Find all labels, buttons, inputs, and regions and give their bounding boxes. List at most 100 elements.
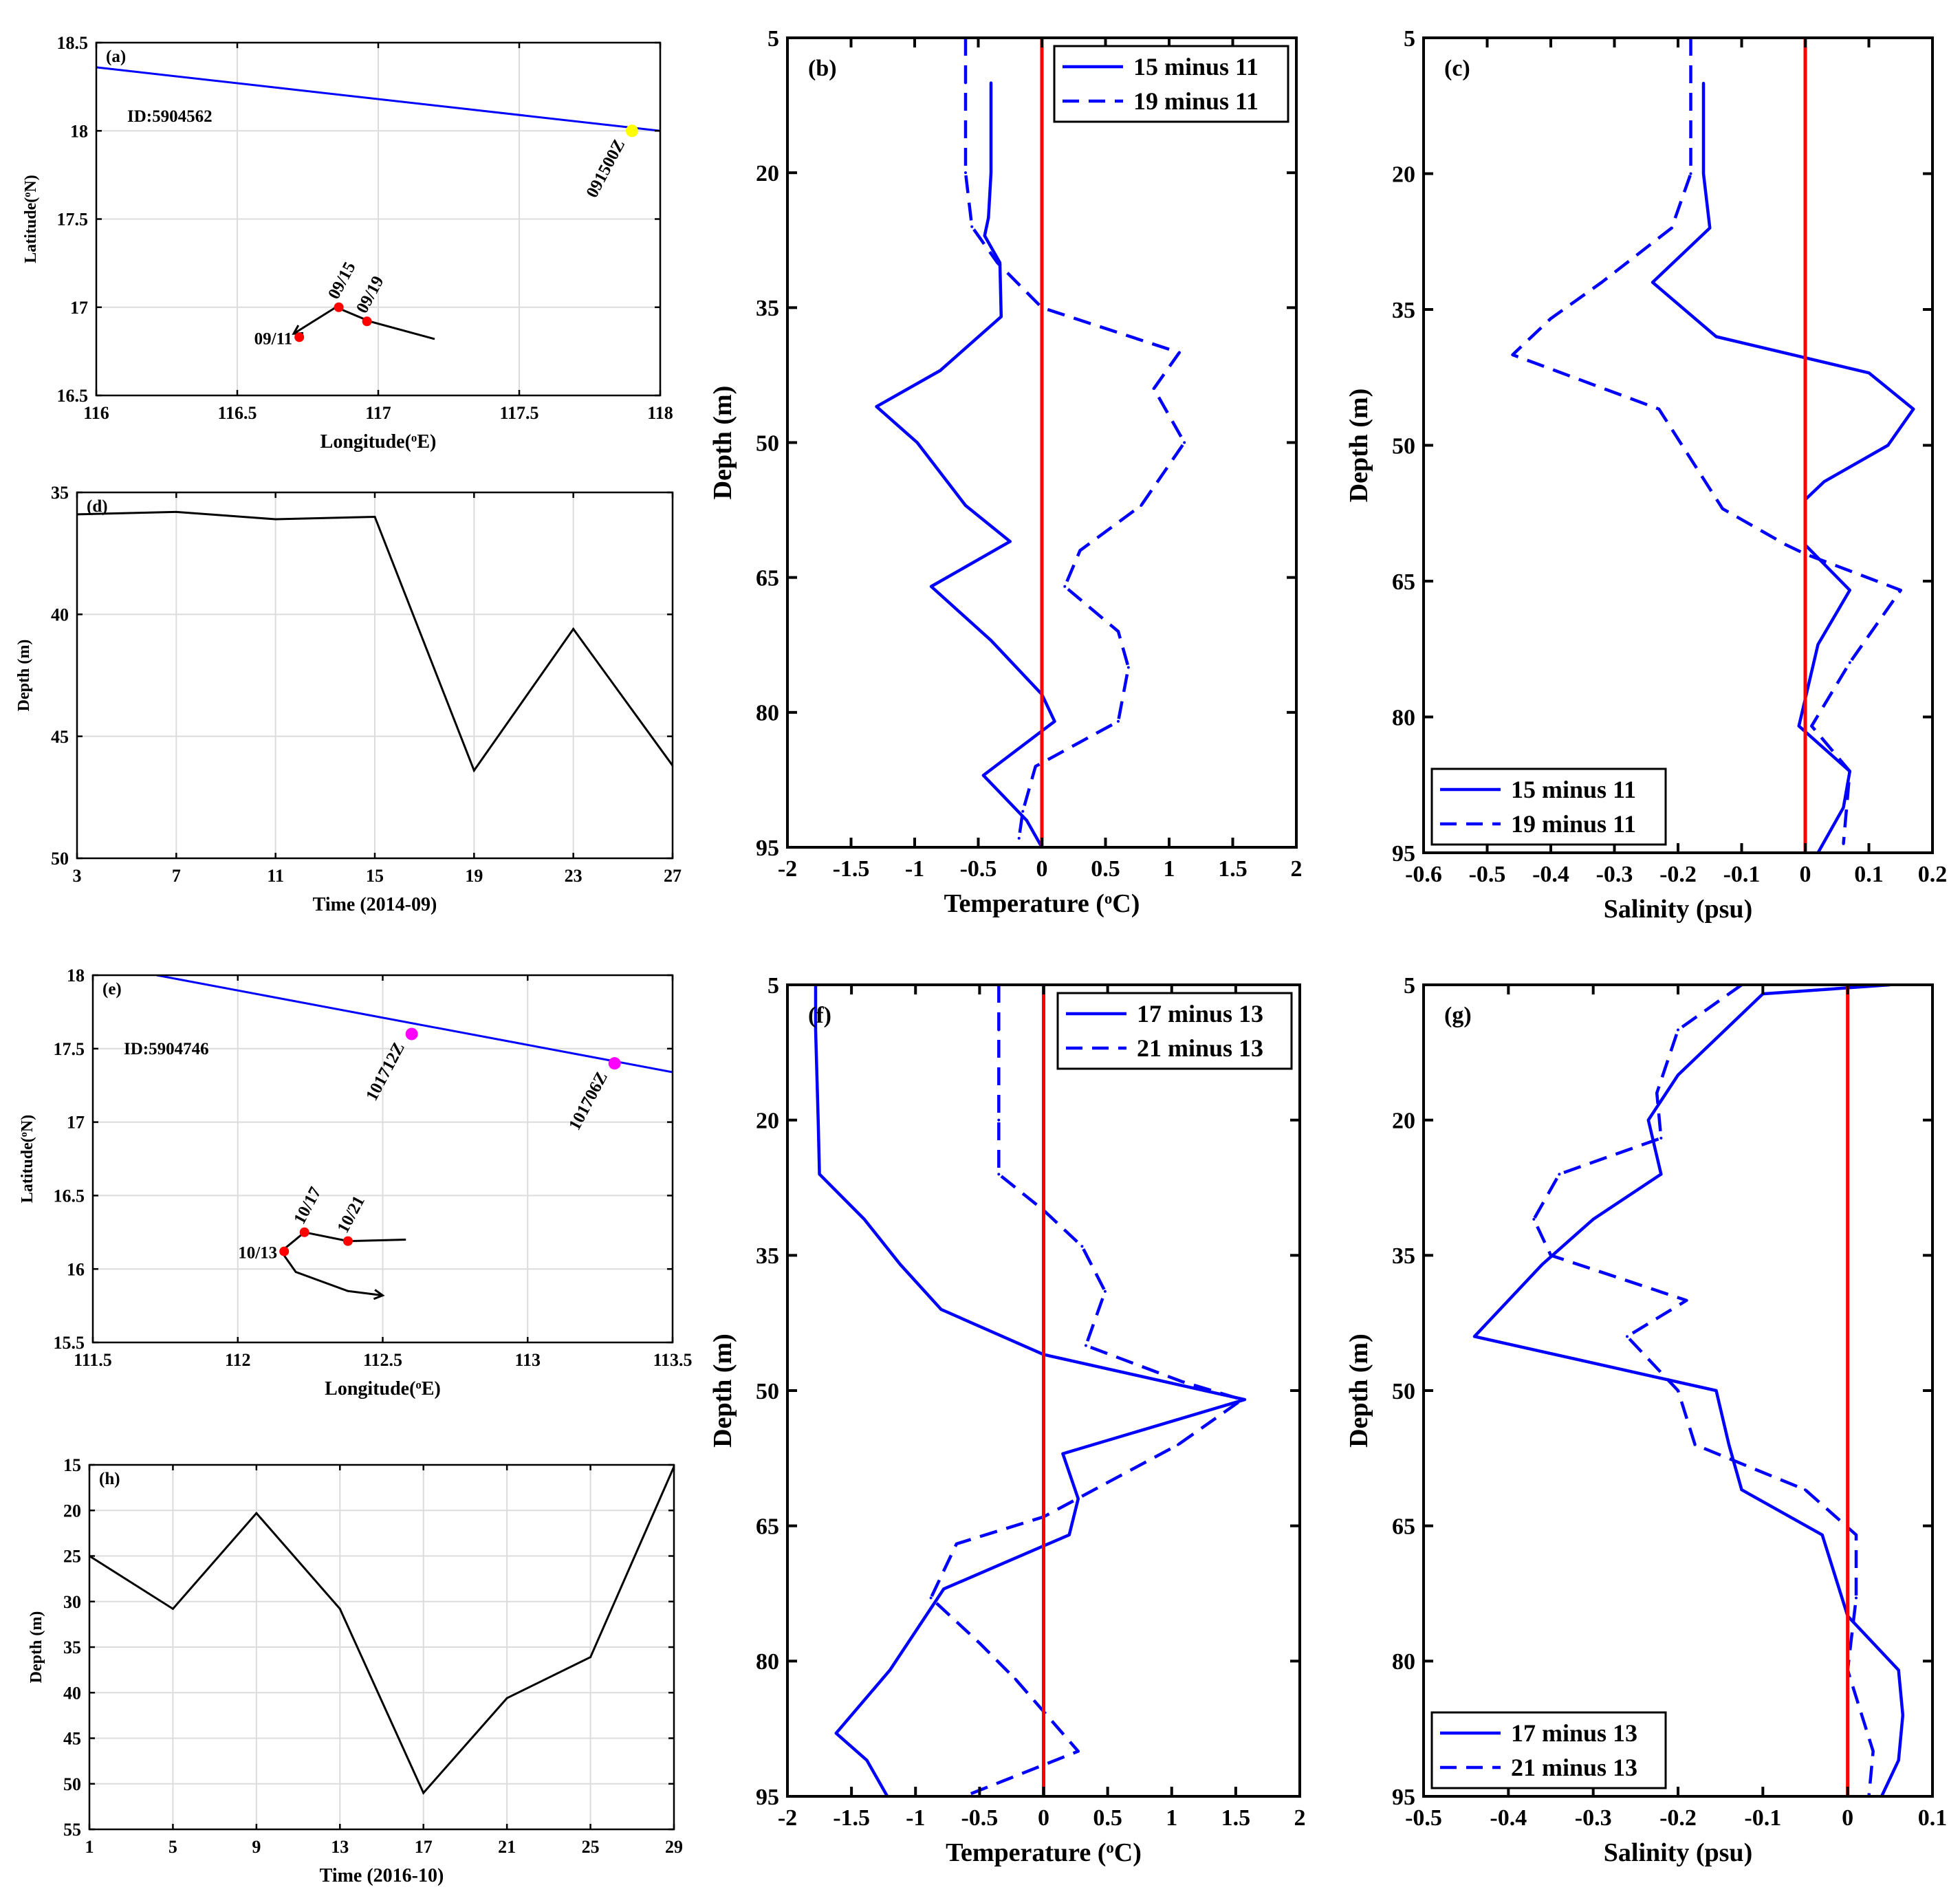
panel-d: 3 7 11 15 19 23 27 35 40 45 50 Time (2014-09) Depth …: [15, 483, 682, 915]
y-tick-label: 15.5: [54, 1333, 85, 1353]
marker-label: 10/13: [238, 1244, 277, 1263]
y-axis-label: Latitude(oN): [22, 175, 40, 263]
y-tick-label: 45: [63, 1729, 81, 1749]
y-tick-label: 16: [67, 1259, 85, 1279]
x-tick-label: -1: [906, 1805, 925, 1831]
data-point: [1014, 1677, 1017, 1681]
data-point: [1797, 724, 1800, 728]
data-point: [1702, 172, 1705, 175]
plot-content: [156, 975, 673, 1300]
y-tick-label: 20: [1392, 162, 1415, 187]
x-tick-label: 5: [168, 1837, 177, 1857]
panel-tag: (d): [87, 497, 108, 516]
panel-f: -2 -1.5 -1 -0.5 0 0.5 1 1.5 2 5 20 35 50 65 80 95 Temper…: [708, 973, 1306, 1867]
marker-091500Z: [626, 124, 638, 138]
x-tick-label: 11: [267, 866, 284, 886]
legend-entry: 15 minus 11: [1511, 776, 1636, 803]
series-line-21-minus-13: [1532, 985, 1875, 1796]
data-point: [1558, 1173, 1561, 1176]
y-tick-label: 16.5: [57, 386, 89, 406]
data-point: [1152, 387, 1155, 391]
x-tick-label: 23: [565, 866, 582, 886]
legend-entry: 17 minus 13: [1137, 1000, 1263, 1027]
data-point: [338, 1607, 341, 1610]
data-point: [964, 504, 967, 508]
data-point: [1549, 317, 1552, 320]
data-point: [1855, 1533, 1858, 1536]
data-point: [915, 441, 919, 444]
data-point: [1848, 589, 1851, 592]
x-tick-label: 2: [1291, 856, 1303, 882]
data-point: [1591, 1217, 1595, 1221]
transect-line: [156, 975, 673, 1074]
panel-tag: (e): [102, 980, 122, 999]
panel-tag: (h): [99, 1470, 120, 1488]
data-point: [1842, 842, 1845, 845]
float-id-label: ID:5904746: [124, 1040, 209, 1058]
data-point: [1912, 407, 1915, 411]
data-point: [1670, 226, 1673, 230]
x-tick-label: 21: [498, 1837, 516, 1857]
data-point: [1078, 549, 1082, 552]
legend-box: [1430, 1711, 1667, 1789]
data-point: [834, 1732, 838, 1735]
data-point: [997, 1028, 1001, 1032]
plot-content: [96, 66, 660, 342]
data-point: [997, 1118, 1001, 1122]
y-tick-label: 80: [756, 1649, 779, 1675]
data-point: [1810, 724, 1814, 728]
series-line-19-minus-11: [963, 38, 1186, 839]
x-tick-label: -2: [778, 856, 797, 882]
y-tick-label: 20: [1392, 1109, 1415, 1134]
x-tick-label: 13: [331, 1837, 349, 1857]
x-tick-label: 0.2: [1918, 862, 1948, 887]
data-point: [1657, 407, 1661, 411]
x-tick-label: 1.5: [1221, 1805, 1251, 1831]
x-tick-label: -0.5: [1405, 1805, 1442, 1831]
data-point: [505, 1697, 508, 1699]
plot-content: [1472, 985, 1905, 1796]
y-tick-label: 18: [67, 966, 85, 986]
data-point: [1532, 1217, 1536, 1221]
data-point: [929, 1596, 933, 1600]
x-tick-label: 1.5: [1218, 856, 1248, 882]
x-tick-label: -1: [905, 856, 924, 882]
data-point: [1651, 1136, 1654, 1140]
x-tick-label: 3: [73, 866, 82, 886]
legend: 17 minus 13 21 minus 13: [1056, 992, 1293, 1070]
y-axis-label: Depth (m): [708, 386, 737, 500]
data-point: [1061, 1452, 1065, 1455]
data-point: [1651, 281, 1654, 284]
y-tick-label: 80: [1392, 1649, 1415, 1675]
x-tick-label: -0.3: [1596, 862, 1633, 887]
data-point: [1728, 1443, 1730, 1446]
x-tick-label: 0.1: [1918, 1805, 1948, 1831]
y-tick-label: 17.5: [57, 210, 89, 230]
data-point: [1243, 1398, 1246, 1402]
x-tick-label: -0.2: [1659, 862, 1697, 887]
plot-content: [1511, 38, 1915, 853]
y-tick-label: 20: [756, 161, 779, 186]
x-tick-label: -0.4: [1532, 862, 1569, 887]
data-point: [1080, 1245, 1084, 1248]
x-tick-label: 27: [664, 866, 682, 886]
marker-09-19: [362, 316, 372, 327]
float-id-label: ID:5904562: [127, 107, 213, 126]
x-tick-label: -0.3: [1575, 1805, 1612, 1831]
y-tick-label: 40: [63, 1683, 81, 1703]
x-tick-label: -0.5: [960, 856, 997, 882]
data-point: [990, 81, 992, 85]
y-tick-label: 17.5: [54, 1039, 85, 1059]
x-tick-label: -0.6: [1405, 862, 1442, 887]
data-point: [1180, 1380, 1184, 1383]
data-point: [983, 234, 986, 237]
data-point: [472, 769, 475, 772]
y-tick-label: 50: [1392, 433, 1415, 459]
data-point: [990, 639, 992, 642]
legend-box: [1430, 768, 1667, 846]
y-tick-label: 40: [51, 605, 69, 624]
x-tick-label: 0: [1036, 856, 1048, 882]
data-point: [898, 1263, 902, 1266]
data-point: [930, 585, 933, 588]
